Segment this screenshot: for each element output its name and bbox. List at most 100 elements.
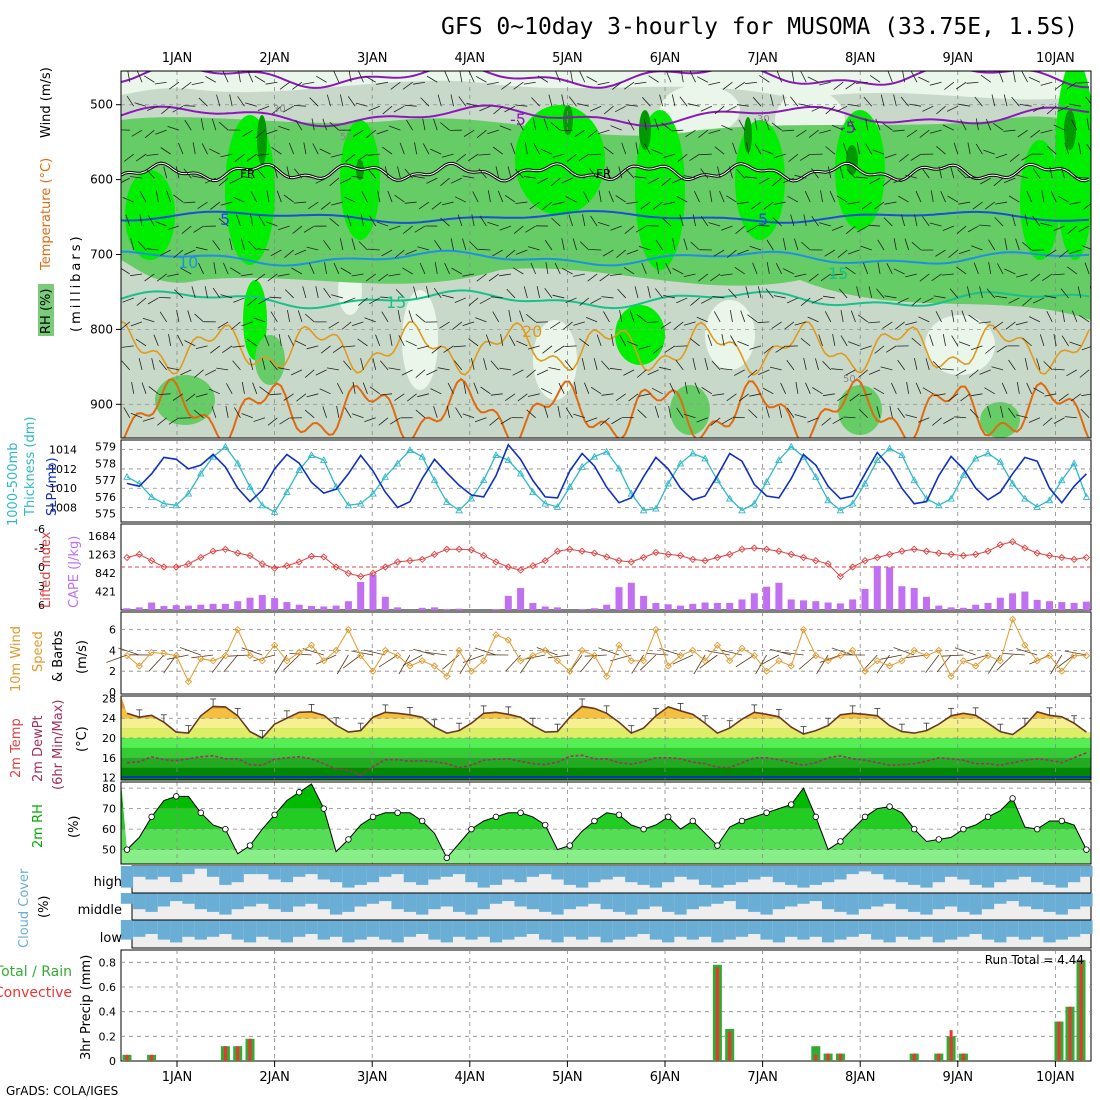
wind-barb bbox=[450, 94, 454, 107]
wind-barb bbox=[1008, 297, 1020, 304]
wind-barb bbox=[838, 288, 848, 299]
wind-barb bbox=[730, 335, 737, 347]
cloud-bar bbox=[846, 893, 859, 915]
wind-barb bbox=[891, 382, 897, 394]
wind-barb bbox=[635, 142, 639, 155]
wind-barb bbox=[366, 129, 377, 139]
wind-barb bbox=[687, 103, 700, 107]
wind-barb bbox=[191, 286, 196, 299]
wind-barb bbox=[971, 245, 983, 251]
wind-barb bbox=[468, 71, 475, 83]
barb bbox=[302, 648, 324, 656]
wind-barb bbox=[960, 119, 967, 131]
cloud-bar bbox=[219, 866, 232, 885]
wind-barb bbox=[821, 417, 832, 426]
wind-barb bbox=[347, 96, 356, 107]
wind-barb bbox=[527, 345, 540, 350]
cape-bar bbox=[910, 588, 918, 610]
cloud-bar bbox=[403, 893, 417, 912]
wind-barb bbox=[234, 153, 245, 162]
wind-barb bbox=[935, 249, 946, 257]
wind-barb bbox=[946, 105, 959, 112]
contour-label-rh30: 30 bbox=[273, 104, 286, 115]
wind-barb bbox=[510, 142, 516, 155]
wind-barb bbox=[476, 129, 487, 139]
wind-barb bbox=[358, 71, 364, 83]
li-marker bbox=[123, 553, 131, 562]
wind-barb bbox=[367, 168, 377, 179]
credit: GrADS: COLA/IGES bbox=[6, 1084, 118, 1098]
cape-bar bbox=[590, 608, 598, 610]
wind-barb bbox=[995, 295, 1008, 299]
li-marker bbox=[283, 562, 291, 570]
wind-barb bbox=[868, 224, 881, 227]
wind-barb bbox=[921, 168, 930, 179]
barb bbox=[580, 654, 595, 673]
cloud-bar bbox=[1055, 866, 1068, 888]
cape-axis-label: CAPE (J/kg) bbox=[67, 536, 82, 608]
wind-barb bbox=[278, 125, 290, 131]
barb bbox=[735, 654, 755, 668]
wind-barb bbox=[257, 153, 270, 156]
temp-band bbox=[121, 738, 1091, 748]
wind-barb bbox=[1019, 104, 1032, 107]
li-marker bbox=[246, 551, 254, 560]
wind-barb bbox=[677, 153, 688, 162]
wind-marker bbox=[898, 657, 906, 665]
cape-bar bbox=[1009, 593, 1017, 610]
cloud-bar bbox=[366, 920, 380, 937]
wind-barb bbox=[910, 153, 922, 161]
barb bbox=[816, 654, 829, 675]
wind-barb bbox=[725, 105, 737, 113]
wind-barb bbox=[922, 297, 934, 304]
wind-barb bbox=[800, 71, 807, 83]
cape-bar bbox=[1033, 599, 1041, 610]
wind-marker bbox=[849, 646, 857, 655]
cape-bar bbox=[517, 588, 525, 610]
wind-barb bbox=[597, 222, 610, 227]
wind-barb bbox=[822, 360, 832, 371]
rh2m-marker bbox=[1033, 825, 1041, 833]
wind-barb bbox=[1081, 245, 1091, 250]
barb bbox=[1016, 648, 1038, 656]
wind-barb bbox=[815, 358, 819, 370]
wind-barb bbox=[240, 273, 253, 277]
wind-barb bbox=[1045, 249, 1057, 257]
li-marker bbox=[516, 566, 525, 574]
rh2m-marker bbox=[788, 801, 795, 808]
wind-marker bbox=[910, 646, 918, 655]
wind-barb bbox=[360, 214, 364, 227]
cape-bar bbox=[812, 601, 820, 610]
wind-barb bbox=[184, 119, 192, 131]
wind-barb bbox=[274, 166, 278, 179]
rh-bright-core bbox=[635, 110, 685, 270]
cloud-bar bbox=[354, 893, 367, 907]
wind-barb bbox=[220, 153, 233, 158]
cloud-bar bbox=[477, 893, 490, 910]
thickness-marker bbox=[221, 442, 230, 450]
wind-marker bbox=[320, 657, 328, 665]
wind-barb bbox=[629, 310, 635, 323]
wind-barb bbox=[469, 241, 479, 251]
wind-barb bbox=[208, 388, 221, 395]
thickness-axis-label-2: Thickness (dm) bbox=[23, 417, 38, 517]
wind-barb bbox=[634, 176, 647, 179]
thickness-marker bbox=[824, 496, 832, 504]
cape-bar bbox=[418, 607, 426, 610]
wind-barb bbox=[500, 334, 504, 346]
wind-barb bbox=[998, 71, 1004, 83]
cloud-bar bbox=[416, 866, 429, 885]
wind-barb bbox=[573, 273, 585, 277]
wind-barb bbox=[426, 286, 430, 299]
precip-convective-bar bbox=[1057, 1021, 1061, 1061]
cloud-bar bbox=[256, 920, 269, 937]
wind-barb bbox=[966, 176, 979, 179]
cloud-bar bbox=[489, 866, 503, 885]
wind-barb bbox=[832, 417, 844, 425]
wind-barb bbox=[1058, 393, 1069, 402]
wind-barb bbox=[794, 273, 807, 278]
wind-barb bbox=[257, 105, 270, 111]
cloud-bar bbox=[526, 866, 540, 877]
